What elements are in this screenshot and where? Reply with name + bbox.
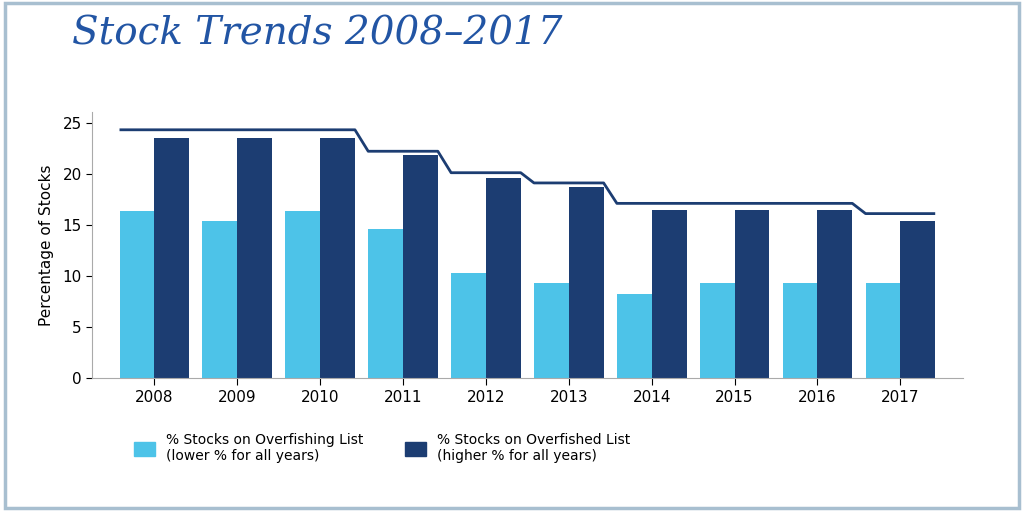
- Bar: [321, 138, 355, 378]
- Bar: [616, 294, 651, 378]
- Bar: [452, 273, 486, 378]
- Bar: [120, 211, 155, 378]
- Bar: [900, 221, 935, 378]
- Bar: [817, 210, 852, 378]
- Bar: [486, 178, 521, 378]
- Bar: [286, 211, 321, 378]
- Bar: [568, 187, 603, 378]
- Legend: % Stocks on Overfishing List
(lower % for all years), % Stocks on Overfished Lis: % Stocks on Overfishing List (lower % fo…: [134, 433, 630, 463]
- Bar: [155, 138, 189, 378]
- Bar: [699, 283, 734, 378]
- Bar: [403, 155, 438, 378]
- Bar: [651, 210, 686, 378]
- Bar: [203, 221, 238, 378]
- Bar: [734, 210, 769, 378]
- Text: Stock Trends 2008–2017: Stock Trends 2008–2017: [72, 15, 562, 52]
- Bar: [369, 229, 403, 378]
- Y-axis label: Percentage of Stocks: Percentage of Stocks: [39, 165, 54, 326]
- Bar: [865, 283, 900, 378]
- Bar: [534, 283, 568, 378]
- Bar: [238, 138, 272, 378]
- Bar: [782, 283, 817, 378]
